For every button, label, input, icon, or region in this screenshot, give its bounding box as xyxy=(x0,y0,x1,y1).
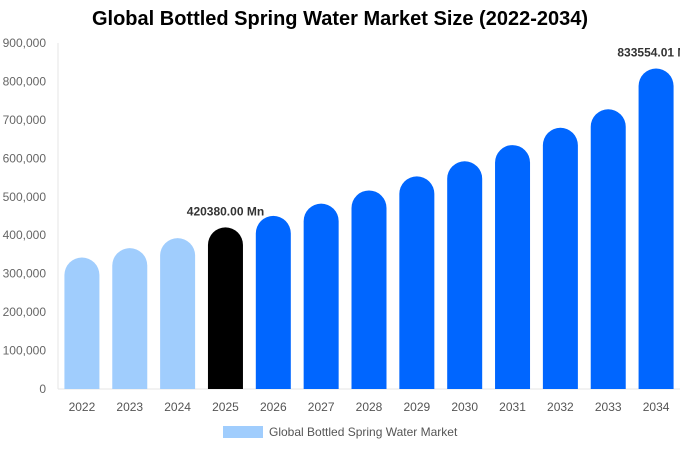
x-tick-label: 2033 xyxy=(595,400,622,414)
bar-2029 xyxy=(399,176,435,389)
legend-swatch xyxy=(223,426,263,438)
bar-2028 xyxy=(351,190,387,389)
x-tick-label: 2030 xyxy=(451,400,478,414)
legend[interactable]: Global Bottled Spring Water Market xyxy=(223,425,457,439)
x-tick-label: 2022 xyxy=(69,400,96,414)
y-tick-label: 700,000 xyxy=(3,113,47,127)
chart-title: Global Bottled Spring Water Market Size … xyxy=(91,8,589,30)
y-tick-label: 500,000 xyxy=(3,190,47,204)
x-tick-label: 2024 xyxy=(164,400,191,414)
bar-2034 xyxy=(638,68,674,389)
x-tick-label: 2026 xyxy=(260,400,287,414)
bar-2025 xyxy=(207,227,243,389)
bar-2032 xyxy=(542,127,578,390)
y-tick-label: 400,000 xyxy=(3,228,47,242)
data-label-2025: 420380.00 Mn xyxy=(187,204,264,218)
x-tick-label: 2023 xyxy=(116,400,143,414)
bar-2031 xyxy=(495,145,531,389)
bar-2026 xyxy=(255,215,291,389)
y-tick-label: 300,000 xyxy=(3,267,47,281)
y-tick-label: 600,000 xyxy=(3,151,47,165)
bar-2033 xyxy=(590,109,626,389)
bar-2022 xyxy=(64,257,100,389)
bar-2027 xyxy=(303,203,339,389)
x-tick-label: 2034 xyxy=(643,400,670,414)
x-tick-label: 2032 xyxy=(547,400,574,414)
x-tick-label: 2031 xyxy=(499,400,526,414)
legend-label: Global Bottled Spring Water Market xyxy=(269,425,458,439)
bar-2024 xyxy=(160,238,196,389)
y-tick-label: 100,000 xyxy=(3,344,47,358)
x-tick-label: 2027 xyxy=(308,400,335,414)
x-tick-label: 2025 xyxy=(212,400,239,414)
y-tick-label: 800,000 xyxy=(3,74,47,88)
y-tick-label: 900,000 xyxy=(3,36,47,50)
data-label-2034: 833554.01 Mn xyxy=(617,46,680,60)
y-tick-label: 0 xyxy=(39,382,46,396)
bar-2023 xyxy=(112,248,148,389)
x-tick-label: 2029 xyxy=(403,400,430,414)
y-tick-label: 200,000 xyxy=(3,305,47,319)
bar-2030 xyxy=(447,161,483,389)
x-tick-label: 2028 xyxy=(356,400,383,414)
